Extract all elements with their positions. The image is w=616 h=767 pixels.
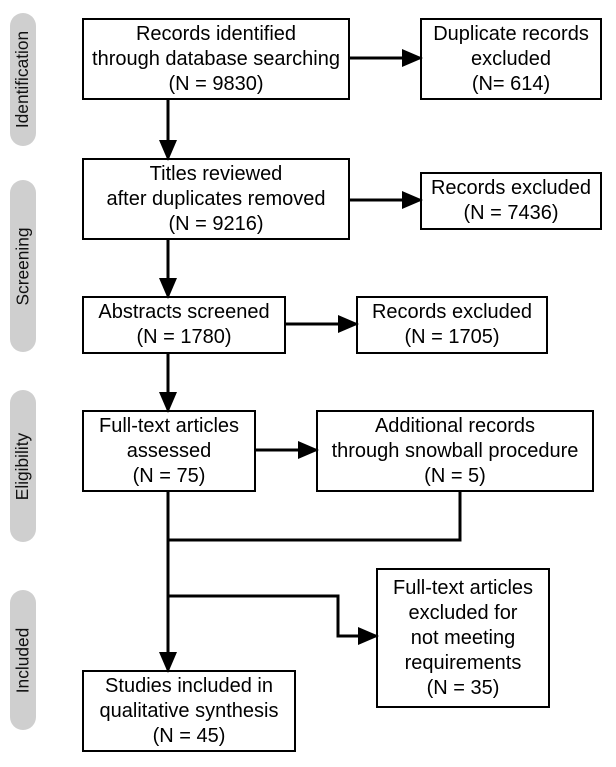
node-records-excluded-abstracts: Records excluded(N = 1705) [356,296,548,354]
node-fulltext-excluded: Full-text articlesexcluded fornot meetin… [376,568,550,708]
node-studies-included: Studies included inqualitative synthesis… [82,670,296,752]
node-text-line: excluded [471,47,551,72]
node-text-line: Records excluded [431,176,591,201]
prisma-flowchart: Identification Screening Eligibility Inc… [0,0,616,767]
node-records-identified: Records identifiedthrough database searc… [82,18,350,100]
node-text-line: (N = 1705) [404,325,499,350]
node-text-line: (N = 45) [153,724,226,749]
node-text-line: qualitative synthesis [100,699,279,724]
node-abstracts-screened: Abstracts screened(N = 1780) [82,296,286,354]
node-records-excluded-titles: Records excluded(N = 7436) [420,172,602,230]
stage-pill-eligibility: Eligibility [10,390,36,542]
node-text-line: Titles reviewed [150,162,283,187]
node-text-line: through snowball procedure [332,439,579,464]
node-text-line: (N = 7436) [463,201,558,226]
node-text-line: (N = 9830) [168,72,263,97]
node-text-line: (N = 9216) [168,212,263,237]
node-text-line: after duplicates removed [106,187,325,212]
stage-label: Included [13,627,34,693]
node-text-line: (N = 35) [427,676,500,701]
node-duplicates-excluded: Duplicate recordsexcluded(N= 614) [420,18,602,100]
stage-label: Screening [13,227,34,305]
node-text-line: Full-text articles [393,576,533,601]
node-fulltext-assessed: Full-text articlesassessed(N = 75) [82,410,256,492]
stage-label: Identification [13,31,34,128]
node-text-line: not meeting [411,626,516,651]
flow-arrow [168,492,460,540]
flow-arrow [168,596,376,636]
stage-pill-screening: Screening [10,180,36,352]
node-text-line: (N = 75) [133,464,206,489]
node-text-line: Records identified [136,22,296,47]
node-text-line: Full-text articles [99,414,239,439]
node-titles-reviewed: Titles reviewedafter duplicates removed(… [82,158,350,240]
stage-pill-included: Included [10,590,36,730]
node-text-line: (N = 5) [424,464,486,489]
node-text-line: Duplicate records [433,22,589,47]
node-text-line: assessed [127,439,212,464]
node-text-line: (N = 1780) [136,325,231,350]
stage-label: Eligibility [13,432,34,499]
node-text-line: Records excluded [372,300,532,325]
node-text-line: excluded for [409,601,518,626]
node-additional-snowball: Additional recordsthrough snowball proce… [316,410,594,492]
stage-pill-identification: Identification [10,13,36,146]
node-text-line: Additional records [375,414,535,439]
node-text-line: requirements [405,651,522,676]
node-text-line: (N= 614) [472,72,550,97]
node-text-line: Abstracts screened [98,300,269,325]
node-text-line: Studies included in [105,674,273,699]
node-text-line: through database searching [92,47,340,72]
